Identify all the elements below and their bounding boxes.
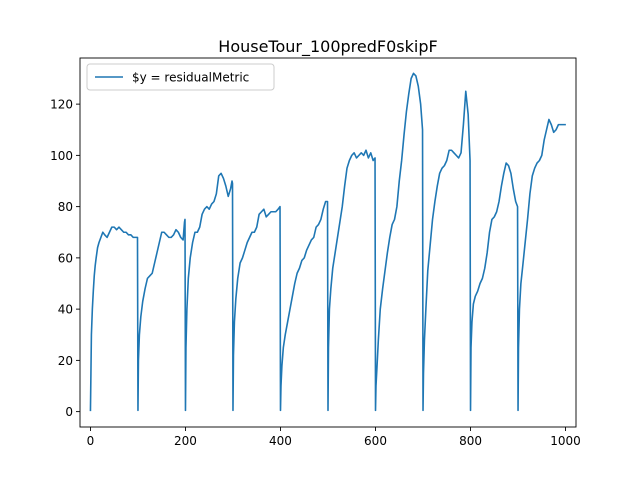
axes-frame — [79, 57, 577, 428]
x-tick-label: 600 — [364, 434, 387, 448]
series-line-0 — [89, 72, 566, 412]
y-tick-label: 20 — [58, 354, 73, 368]
y-tick-label: 60 — [58, 251, 73, 265]
legend: $y = residualMetric — [86, 63, 275, 91]
x-tick-label: 0 — [87, 434, 95, 448]
x-tick-label: 200 — [174, 434, 197, 448]
y-tick-label: 120 — [50, 98, 73, 112]
y-tick-label: 0 — [65, 405, 73, 419]
legend-label: $y = residualMetric — [132, 71, 249, 85]
plot-area: 0 200 400 600 800 1000 0 20 40 60 80 100 120 — [50, 57, 581, 448]
x-tick-label: 400 — [269, 434, 292, 448]
y-tick-label: 80 — [58, 200, 73, 214]
chart-title: HouseTour_100predF0skipF — [218, 37, 437, 57]
x-tick-label: 800 — [459, 434, 482, 448]
legend-box — [86, 63, 275, 91]
x-tick-label: 1000 — [550, 434, 581, 448]
y-tick-label: 100 — [50, 149, 73, 163]
y-tick-label: 40 — [58, 303, 73, 317]
